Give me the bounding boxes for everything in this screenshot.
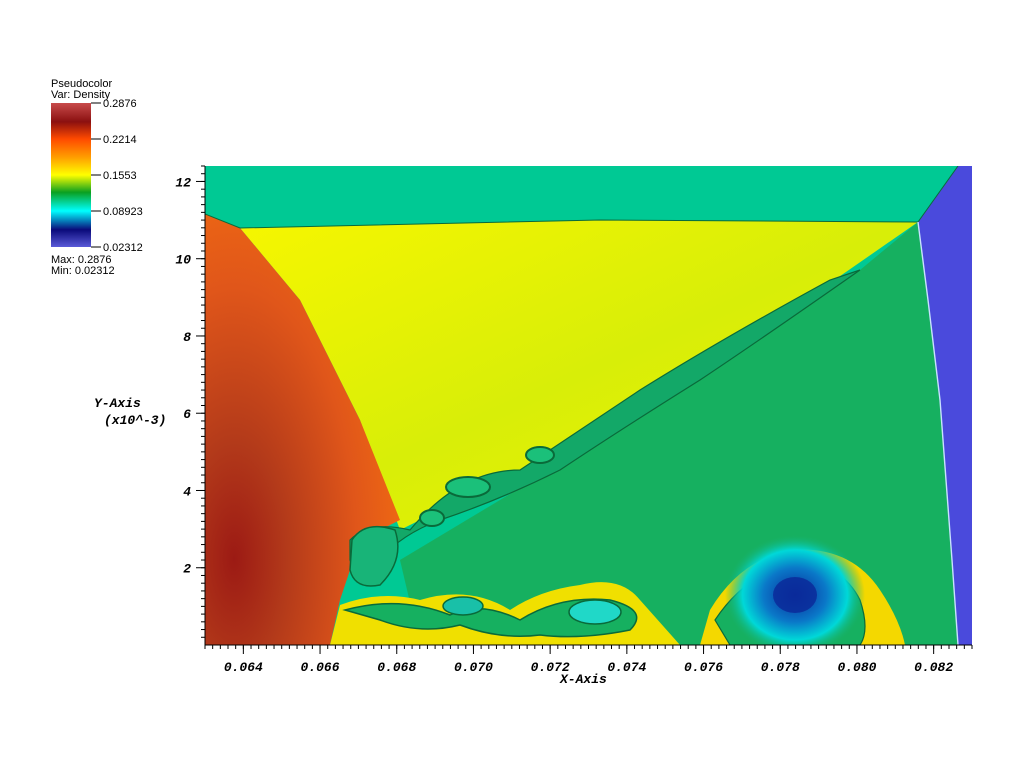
x-tick-label: 0.070	[454, 660, 493, 675]
colorbar	[51, 103, 91, 247]
y-tick-label: 4	[183, 484, 191, 499]
lower-vortex-1	[442, 596, 484, 616]
legend-max: Max: 0.2876	[51, 254, 112, 266]
blue-core-center	[773, 577, 817, 613]
colorbar-tick-label: 0.02312	[103, 242, 143, 254]
colorbar-ticks: 0.2876 0.2214 0.1553 0.08923 0.02312	[91, 98, 143, 254]
y-axis-ticks: 2 4 6 8 10 12	[175, 165, 205, 638]
colorbar-tick-label: 0.2876	[103, 98, 137, 110]
post-shock-region	[205, 214, 400, 645]
y-tick-label: 2	[183, 562, 191, 577]
colorbar-tick-label: 0.2214	[103, 134, 137, 146]
x-tick-label: 0.074	[607, 660, 646, 675]
y-tick-label: 6	[183, 407, 191, 422]
x-tick-label: 0.064	[224, 660, 263, 675]
x-tick-label: 0.078	[761, 660, 800, 675]
shock-front	[917, 221, 959, 645]
plot-area	[205, 166, 972, 645]
legend-min: Min: 0.02312	[51, 265, 115, 277]
colorbar-tick-label: 0.08923	[103, 206, 143, 218]
axes: 0.064 0.066 0.068 0.070 0.072 0.074 0.076 0.078…	[94, 165, 973, 687]
slip-line	[205, 213, 919, 229]
left-bubble	[349, 525, 399, 587]
legend-plot-type: Pseudocolor	[51, 78, 112, 90]
y-axis-title: Y-Axis	[94, 396, 141, 411]
mach-stem-region	[240, 220, 918, 530]
colorbar-legend: Pseudocolor Var: Density 0.2876 0.2214 0.1…	[51, 78, 143, 277]
y-tick-label: 12	[175, 175, 191, 190]
colorbar-tick-label: 0.1553	[103, 170, 137, 182]
x-tick-label: 0.082	[914, 660, 953, 675]
unshocked-gas-region	[918, 166, 972, 645]
y-axis-scale: (x10^-3)	[104, 413, 166, 428]
x-tick-label: 0.066	[301, 660, 340, 675]
x-tick-label: 0.072	[531, 660, 570, 675]
y-tick-label: 8	[183, 330, 191, 345]
vortex-1	[445, 476, 491, 498]
x-axis-title: X-Axis	[559, 672, 607, 687]
y-tick-label: 10	[175, 253, 191, 268]
vortex-2	[419, 509, 445, 527]
lower-vortex-2	[568, 599, 622, 625]
vortex-3	[525, 446, 555, 464]
x-axis-ticks: 0.064 0.066 0.068 0.070 0.072 0.074 0.076 0.078…	[204, 645, 973, 675]
x-tick-label: 0.080	[837, 660, 876, 675]
legend-variable: Var: Density	[51, 89, 111, 101]
x-tick-label: 0.068	[377, 660, 416, 675]
x-tick-label: 0.076	[684, 660, 723, 675]
lower-green-roll	[342, 598, 638, 638]
mach-stem-line	[917, 166, 959, 223]
